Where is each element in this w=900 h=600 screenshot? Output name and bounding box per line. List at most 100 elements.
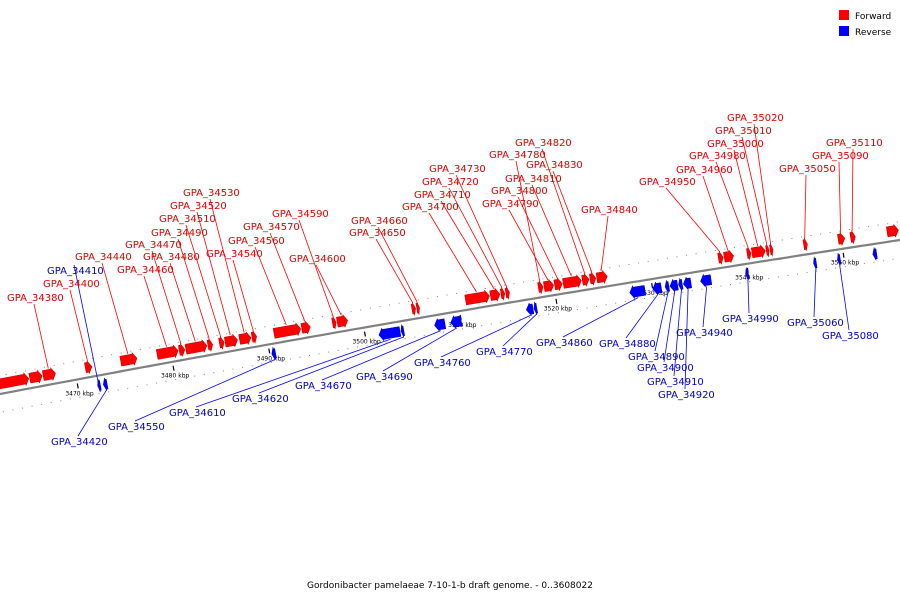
forward-gene-arrow[interactable] [184,338,208,355]
forward-gene-arrow[interactable] [218,336,225,350]
forward-gene-arrow[interactable] [886,223,899,239]
forward-gene-arrow[interactable] [28,369,43,384]
gene-label[interactable]: GPA_34540 [206,249,263,260]
forward-gene-arrow[interactable] [581,272,590,288]
gene-label[interactable]: GPA_34790 [482,199,539,210]
gene-label[interactable]: GPA_34940 [676,328,733,339]
forward-gene-arrow[interactable] [224,333,238,348]
forward-gene-arrow[interactable] [769,243,774,257]
forward-gene-arrow[interactable] [802,237,808,251]
forward-gene-arrow[interactable] [553,277,563,292]
gene-label[interactable]: GPA_34590 [272,209,329,220]
gene-label[interactable]: GPA_34980 [689,151,746,162]
gene-label[interactable]: GPA_34840 [581,205,638,216]
gene-label[interactable]: GPA_34950 [639,177,696,188]
gene-label[interactable]: GPA_34550 [108,422,165,433]
gene-label[interactable]: GPA_34770 [476,347,533,358]
gene-label[interactable]: GPA_34560 [228,236,285,247]
gene-label[interactable]: GPA_35010 [715,126,772,137]
gene-label[interactable]: GPA_35080 [822,331,879,342]
reverse-gene-arrow[interactable] [678,278,684,292]
gene-label[interactable]: GPA_34620 [232,394,289,405]
gene-label[interactable]: GPA_34730 [429,164,486,175]
forward-gene-arrow[interactable] [0,371,30,390]
reverse-gene-arrow[interactable] [700,273,713,288]
reverse-gene-arrow[interactable] [97,379,102,393]
gene-label[interactable]: GPA_34440 [75,252,132,263]
forward-gene-arrow[interactable] [765,243,770,257]
gene-label[interactable]: GPA_35000 [707,139,764,150]
gene-label[interactable]: GPA_34530 [183,188,240,199]
forward-gene-arrow[interactable] [41,366,56,382]
gene-label[interactable]: GPA_34510 [159,214,216,225]
gene-label[interactable]: GPA_34890 [628,352,685,363]
reverse-gene-arrow[interactable] [745,267,750,281]
gene-label[interactable]: GPA_34470 [125,240,182,251]
gene-label[interactable]: GPA_34520 [170,201,227,212]
gene-label[interactable]: GPA_34990 [722,314,779,325]
forward-gene-arrow[interactable] [331,316,337,330]
gene-label[interactable]: GPA_34710 [414,190,471,201]
forward-gene-arrow[interactable] [489,287,501,303]
gene-label[interactable]: GPA_34720 [422,177,479,188]
forward-gene-arrow[interactable] [300,320,311,335]
gene-label[interactable]: GPA_34600 [289,254,346,265]
reverse-gene-arrow[interactable] [533,301,538,315]
forward-gene-arrow[interactable] [250,330,257,344]
gene-label[interactable]: GPA_34660 [351,216,408,227]
forward-gene-arrow[interactable] [849,230,856,244]
forward-gene-arrow[interactable] [537,280,544,294]
gene-label[interactable]: GPA_34670 [295,381,352,392]
reverse-gene-arrow[interactable] [526,302,535,317]
gene-label[interactable]: GPA_34380 [7,293,64,304]
gene-label[interactable]: GPA_35050 [779,164,836,175]
forward-gene-arrow[interactable] [410,302,416,316]
forward-gene-arrow[interactable] [504,286,510,300]
gene-label[interactable]: GPA_34880 [599,339,656,350]
gene-label[interactable]: GPA_34650 [349,228,406,239]
gene-label[interactable]: GPA_34480 [143,252,200,263]
gene-label[interactable]: GPA_34420 [51,437,108,448]
reverse-gene-arrow[interactable] [664,280,670,294]
gene-label[interactable]: GPA_35020 [727,113,784,124]
forward-gene-arrow[interactable] [238,330,252,346]
forward-gene-arrow[interactable] [589,272,597,286]
forward-gene-arrow[interactable] [717,251,724,265]
forward-gene-arrow[interactable] [272,322,302,339]
reverse-gene-arrow[interactable] [669,278,679,293]
reverse-gene-arrow[interactable] [837,252,842,266]
forward-gene-arrow[interactable] [336,313,348,329]
reverse-gene-arrow[interactable] [103,377,109,391]
reverse-gene-arrow[interactable] [378,326,402,342]
forward-gene-arrow[interactable] [464,289,490,306]
forward-gene-arrow[interactable] [595,269,608,285]
reverse-gene-arrow[interactable] [683,276,692,291]
gene-label[interactable]: GPA_34460 [117,265,174,276]
gene-label[interactable]: GPA_34920 [658,390,715,401]
gene-label[interactable]: GPA_34830 [526,160,583,171]
gene-label[interactable]: GPA_34690 [356,372,413,383]
forward-gene-arrow[interactable] [562,273,582,289]
forward-gene-arrow[interactable] [746,246,752,260]
reverse-gene-arrow[interactable] [872,247,878,261]
reverse-gene-arrow[interactable] [652,281,663,296]
gene-label[interactable]: GPA_34700 [402,202,459,213]
gene-label[interactable]: GPA_34910 [647,377,704,388]
forward-gene-arrow[interactable] [119,351,138,367]
gene-label[interactable]: GPA_34490 [151,228,208,239]
reverse-gene-arrow[interactable] [271,347,277,361]
forward-gene-arrow[interactable] [155,344,179,360]
gene-label[interactable]: GPA_35110 [826,138,883,149]
forward-gene-arrow[interactable] [84,360,93,375]
gene-label[interactable]: GPA_34780 [489,150,546,161]
forward-gene-arrow[interactable] [837,231,846,247]
reverse-gene-arrow[interactable] [434,317,447,333]
forward-gene-arrow[interactable] [415,301,420,315]
gene-label[interactable]: GPA_35090 [812,151,869,162]
reverse-gene-arrow[interactable] [400,324,405,338]
reverse-gene-arrow[interactable] [450,314,463,330]
gene-label[interactable]: GPA_35060 [787,318,844,329]
forward-gene-arrow[interactable] [750,244,766,259]
gene-label[interactable]: GPA_34960 [676,165,733,176]
gene-label[interactable]: GPA_34800 [491,186,548,197]
